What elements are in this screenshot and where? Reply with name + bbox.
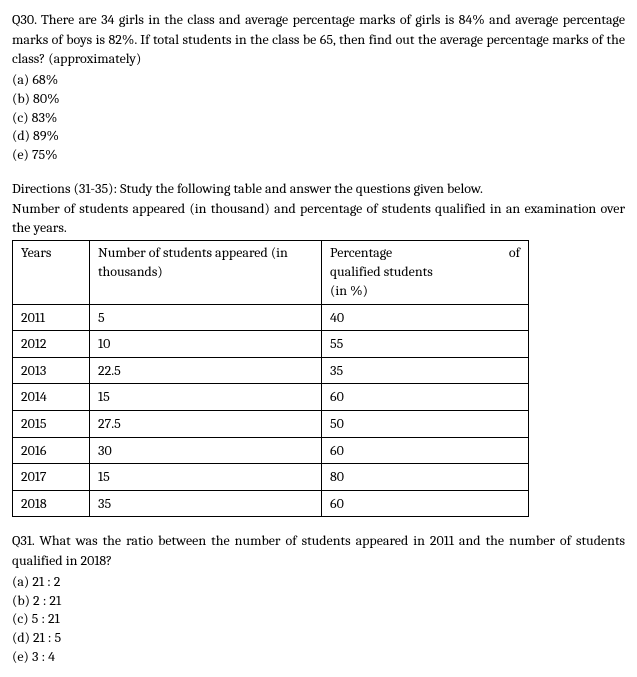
q30-option-e: (e) 75% bbox=[12, 146, 625, 165]
table-row: 2017 15 80 bbox=[13, 464, 529, 491]
cell-qualified: 80 bbox=[322, 464, 529, 491]
cell-appeared: 22.5 bbox=[90, 357, 322, 384]
table-row: 2015 27.5 50 bbox=[13, 411, 529, 438]
cell-appeared: 5 bbox=[90, 304, 322, 331]
table-row: 2011 5 40 bbox=[13, 304, 529, 331]
q30-text: Q30. There are 34 girls in the class and… bbox=[12, 10, 625, 69]
cell-year: 2014 bbox=[13, 384, 90, 411]
header-qualified-l1: Percentage of bbox=[330, 244, 520, 263]
cell-appeared: 27.5 bbox=[90, 411, 322, 438]
data-table: Years Number of students appeared (in th… bbox=[12, 240, 529, 517]
q31-option-c: (c) 5 : 21 bbox=[12, 610, 625, 629]
cell-appeared: 10 bbox=[90, 331, 322, 358]
table-row: 2014 15 60 bbox=[13, 384, 529, 411]
q31-option-a: (a) 21 : 2 bbox=[12, 573, 625, 592]
directions-block: Directions (31-35): Study the following … bbox=[12, 179, 625, 238]
directions-line2: Number of students appeared (in thousand… bbox=[12, 200, 625, 237]
cell-year: 2011 bbox=[13, 304, 90, 331]
cell-appeared: 15 bbox=[90, 384, 322, 411]
cell-qualified: 40 bbox=[322, 304, 529, 331]
cell-year: 2016 bbox=[13, 437, 90, 464]
cell-qualified: 60 bbox=[322, 384, 529, 411]
table-header-row: Years Number of students appeared (in th… bbox=[13, 241, 529, 305]
cell-qualified: 35 bbox=[322, 357, 529, 384]
cell-year: 2018 bbox=[13, 490, 90, 517]
cell-year: 2013 bbox=[13, 357, 90, 384]
q31-text: Q31. What was the ratio between the numb… bbox=[12, 531, 625, 570]
header-qualified: Percentage of qualified students (in %) bbox=[322, 241, 529, 305]
cell-appeared: 35 bbox=[90, 490, 322, 517]
cell-year: 2012 bbox=[13, 331, 90, 358]
cell-qualified: 60 bbox=[322, 437, 529, 464]
cell-year: 2015 bbox=[13, 411, 90, 438]
q31-option-d: (d) 21 : 5 bbox=[12, 629, 625, 648]
q30-option-b: (b) 80% bbox=[12, 90, 625, 109]
cell-qualified: 50 bbox=[322, 411, 529, 438]
q30-option-c: (c) 83% bbox=[12, 109, 625, 128]
q30-option-a: (a) 68% bbox=[12, 71, 625, 90]
header-qualified-l2: qualified students bbox=[330, 263, 520, 282]
q31-option-b: (b) 2 : 21 bbox=[12, 592, 625, 611]
cell-qualified: 60 bbox=[322, 490, 529, 517]
header-appeared: Number of students appeared (in thousand… bbox=[90, 241, 322, 305]
header-qualified-l3: (in %) bbox=[330, 282, 520, 301]
q30-option-d: (d) 89% bbox=[12, 127, 625, 146]
cell-appeared: 30 bbox=[90, 437, 322, 464]
cell-qualified: 55 bbox=[322, 331, 529, 358]
q31-option-e: (e) 3 : 4 bbox=[12, 648, 625, 667]
table-row: 2013 22.5 35 bbox=[13, 357, 529, 384]
table-row: 2016 30 60 bbox=[13, 437, 529, 464]
cell-year: 2017 bbox=[13, 464, 90, 491]
table-row: 2012 10 55 bbox=[13, 331, 529, 358]
cell-appeared: 15 bbox=[90, 464, 322, 491]
header-years: Years bbox=[13, 241, 90, 305]
directions-line1: Directions (31-35): Study the following … bbox=[12, 180, 483, 197]
table-row: 2018 35 60 bbox=[13, 490, 529, 517]
